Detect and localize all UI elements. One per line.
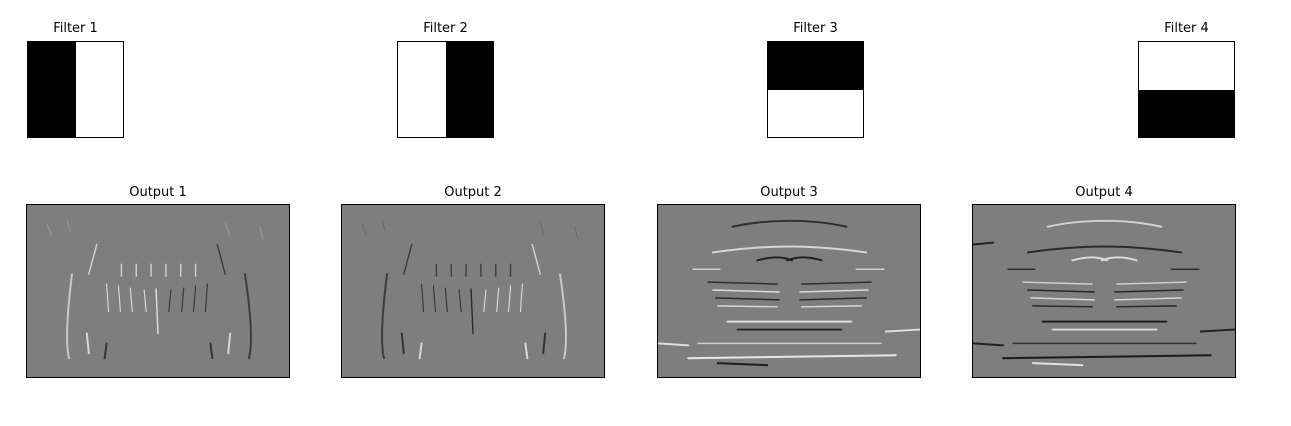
output-2-car-edges [361,219,579,360]
filter-1-right-half [76,42,123,137]
filter-1-left-half [28,42,76,137]
filter-4-title: Filter 4 [1164,21,1209,36]
filter-1-title: Filter 1 [53,21,98,36]
filter-3-bottom-half [768,90,863,137]
filter-2-left-half [398,42,446,137]
filter-3-title: Filter 3 [793,21,838,36]
output-3-title: Output 3 [760,185,818,200]
filter-4-image [1138,41,1235,138]
filter-2-title: Filter 2 [423,21,468,36]
filter-3-top-half [768,42,863,90]
output-4-car-edges [973,219,1235,367]
output-1-title: Output 1 [129,185,187,200]
output-1-car-edges [46,219,264,360]
output-4-title: Output 4 [1075,185,1133,200]
filter-2-image [397,41,494,138]
output-4-image [972,204,1236,378]
filter-2-right-half [446,42,493,137]
filter-4-bottom-half [1139,90,1234,137]
output-2-image [341,204,605,378]
filter-1-image [27,41,124,138]
output-2-title: Output 2 [444,185,502,200]
filter-4-top-half [1139,42,1234,90]
output-1-image [26,204,290,378]
filter-3-image [767,41,864,138]
output-3-car-edges [658,219,920,367]
output-3-image [657,204,921,378]
